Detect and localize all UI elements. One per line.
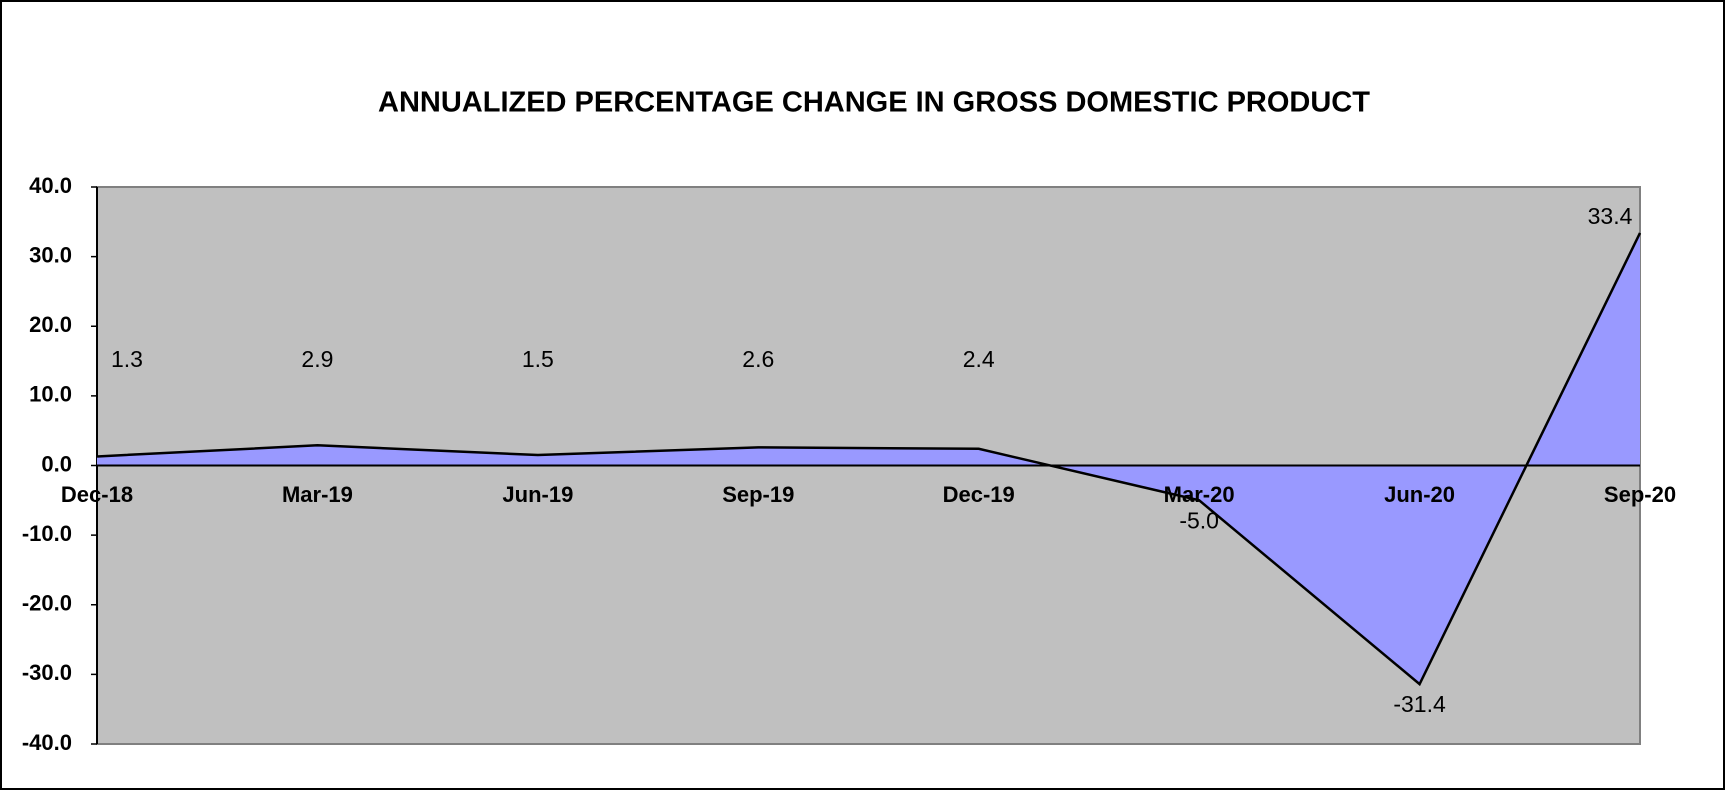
value-label: 1.3 xyxy=(111,346,143,372)
y-tick-label: 0.0 xyxy=(41,451,72,476)
area xyxy=(97,232,1640,685)
value-label: 2.4 xyxy=(963,346,995,372)
value-label: -5.0 xyxy=(1179,507,1219,533)
y-tick-label: -40.0 xyxy=(22,730,72,755)
value-label: 2.9 xyxy=(301,346,333,372)
y-tick-label: 30.0 xyxy=(29,242,72,267)
x-tick-label: Dec-19 xyxy=(943,482,1015,507)
x-tick-label: Mar-19 xyxy=(282,482,353,507)
y-tick-label: 10.0 xyxy=(29,382,72,407)
value-label: -31.4 xyxy=(1393,691,1446,717)
area-line xyxy=(96,232,1642,687)
chart-title: ANNUALIZED PERCENTAGE CHANGE IN GROSS DO… xyxy=(378,87,1370,119)
x-tick-label: Dec-18 xyxy=(61,482,133,507)
y-tick-label: -30.0 xyxy=(22,660,72,685)
y-tick-label: 20.0 xyxy=(29,312,72,337)
value-label: 33.4 xyxy=(1588,203,1633,229)
y-tick-label: 40.0 xyxy=(29,173,72,198)
value-label: 2.6 xyxy=(742,346,774,372)
value-label: 1.5 xyxy=(522,346,554,372)
x-tick-label: Sep-20 xyxy=(1604,482,1676,507)
x-tick-label: Mar-20 xyxy=(1164,482,1235,507)
x-tick-label: Jun-19 xyxy=(502,482,573,507)
x-tick-label: Jun-20 xyxy=(1384,482,1455,507)
x-tick-label: Sep-19 xyxy=(722,482,794,507)
y-tick-label: -10.0 xyxy=(22,521,72,546)
y-tick-label: -20.0 xyxy=(22,591,72,616)
